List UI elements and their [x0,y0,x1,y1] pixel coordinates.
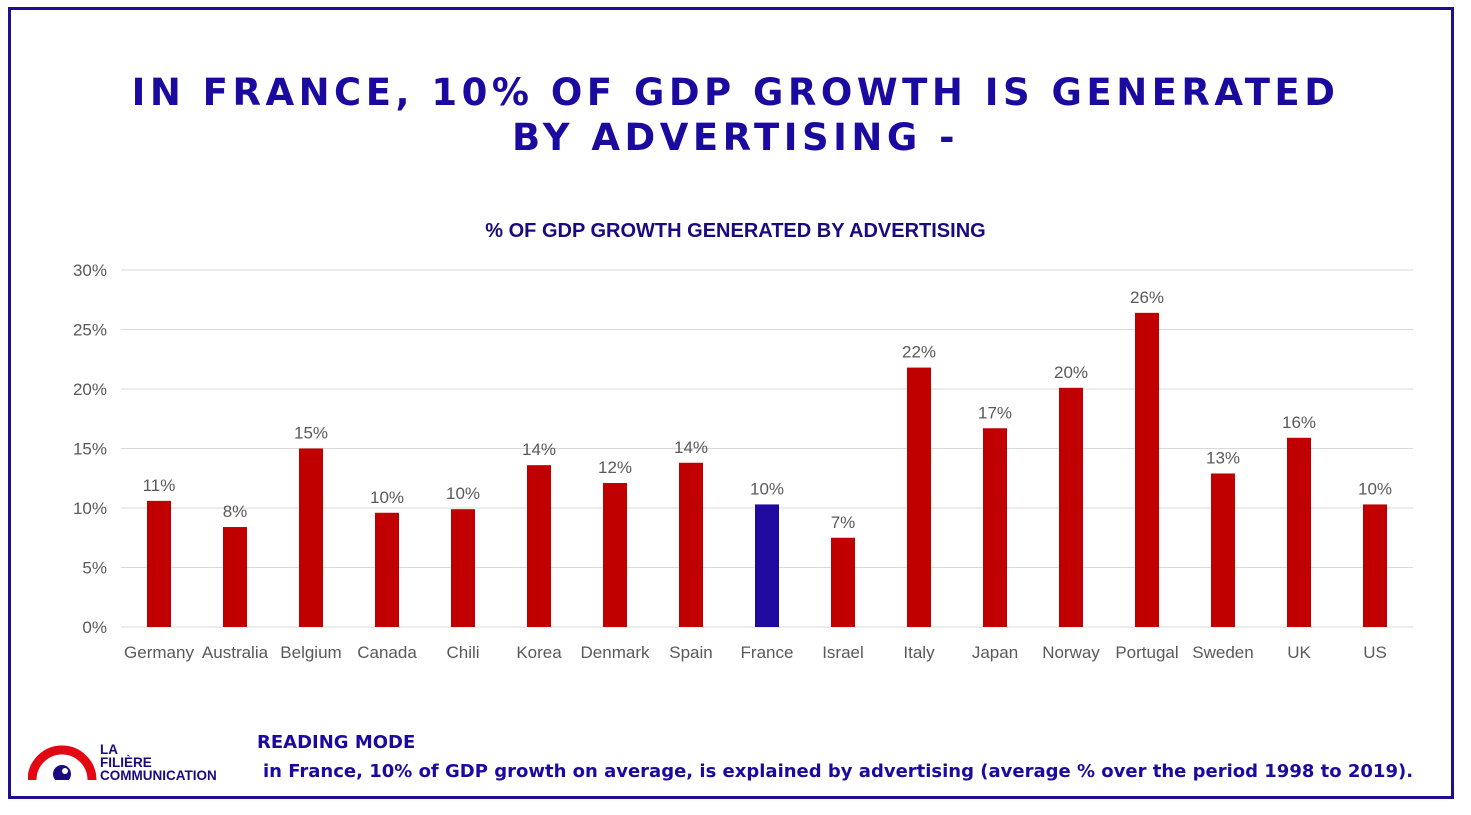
y-tick-label: 10% [73,499,107,518]
bar-japan [983,428,1007,627]
slide-title: IN FRANCE, 10% OF GDP GROWTH IS GENERATE… [0,70,1471,160]
x-tick-label: Portugal [1115,643,1178,662]
data-label: 10% [446,484,480,503]
x-tick-label: Germany [124,643,194,662]
logo-wordmark: LA FILIÈRE COMMUNICATION [100,742,217,783]
data-label: 13% [1206,448,1240,467]
bar-germany [147,500,171,627]
slide-frame [8,7,1454,799]
x-tick-label: Italy [903,643,935,662]
data-label: 10% [1358,479,1392,498]
x-tick-label: France [741,643,794,662]
data-label: 12% [598,458,632,477]
data-label: 7% [831,513,856,532]
reading-mode-text: in France, 10% of GDP growth on average,… [263,761,1414,782]
bar-sweden [1211,473,1235,627]
logo-line-3: COMMUNICATION [100,768,217,783]
x-tick-label: US [1363,643,1387,662]
bar-australia [223,527,247,627]
data-label: 17% [978,403,1012,422]
x-tick-label: Spain [669,643,712,662]
data-label: 20% [1054,363,1088,382]
y-tick-label: 25% [73,321,107,340]
x-tick-label: Australia [202,643,269,662]
chart-title: % OF GDP GROWTH GENERATED BY ADVERTISING [485,220,986,242]
x-tick-label: Israel [822,643,864,662]
bar-uk [1287,437,1311,627]
data-label: 10% [750,479,784,498]
data-label: 11% [143,476,176,495]
bar-us [1363,504,1387,627]
data-label: 10% [370,488,404,507]
bar-france [755,504,779,627]
slide-title-line-1: IN FRANCE, 10% OF GDP GROWTH IS GENERATE… [131,71,1340,114]
x-tick-label: UK [1287,643,1311,662]
data-label: 14% [522,440,556,459]
bar-korea [527,465,551,627]
bar-norway [1059,387,1083,627]
data-label: 8% [223,502,248,521]
x-tick-label: Korea [516,643,562,662]
data-label: 15% [294,424,328,443]
slide-title-line-2: BY ADVERTISING - [512,116,959,159]
data-label: 16% [1282,413,1316,432]
logo-line-2: FILIÈRE [100,755,152,770]
bar-belgium [299,448,323,627]
x-tick-label: Japan [972,643,1018,662]
x-tick-label: Canada [357,643,417,662]
data-label: 22% [902,343,936,362]
bar-italy [907,367,931,627]
x-tick-label: Norway [1042,643,1100,662]
x-tick-label: Chili [446,643,479,662]
y-tick-label: 20% [73,380,107,399]
bar-denmark [603,483,627,627]
data-label: 26% [1130,288,1164,307]
bar-spain [679,462,703,627]
la-filiere-logo-icon [28,745,97,786]
bar-canada [375,512,399,627]
data-label: 14% [674,438,708,457]
reading-mode-title: READING MODE [257,732,416,753]
y-tick-label: 15% [73,440,107,459]
x-tick-label: Denmark [581,643,650,662]
x-tick-label: Belgium [280,643,341,662]
y-tick-label: 0% [82,618,107,637]
x-tick-label: Sweden [1192,643,1253,662]
bar-portugal [1135,312,1159,627]
bar-chili [451,509,475,627]
y-tick-label: 5% [82,559,107,578]
logo-line-1: LA [100,742,118,757]
y-tick-label: 30% [73,261,107,280]
bar-israel [831,537,855,627]
